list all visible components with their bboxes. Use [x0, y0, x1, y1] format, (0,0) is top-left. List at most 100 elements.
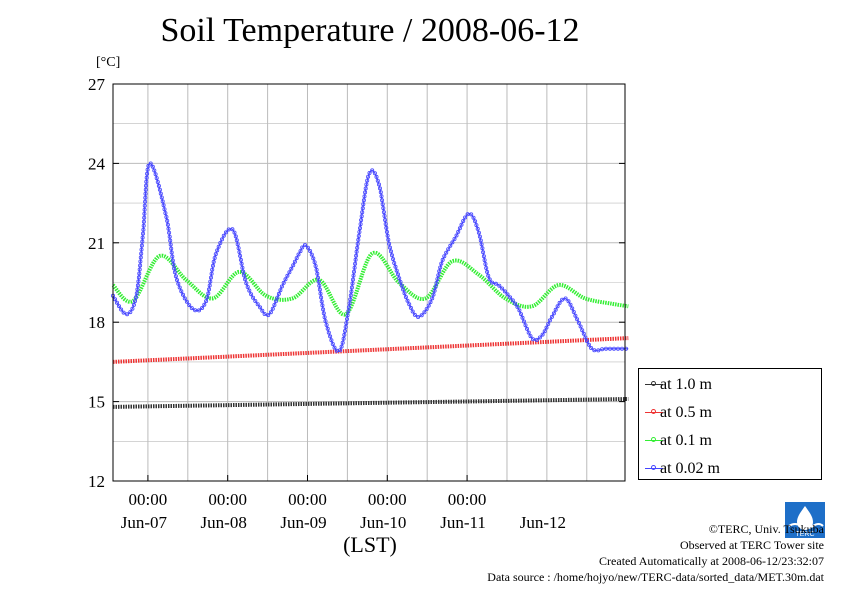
series-point: [187, 303, 192, 308]
series-point: [226, 227, 231, 232]
series-point: [612, 346, 617, 351]
series-point: [439, 261, 444, 266]
series-point: [180, 292, 185, 297]
series-point: [349, 289, 354, 294]
series-point: [452, 236, 457, 241]
series-point: [210, 263, 215, 268]
series-point: [325, 326, 330, 331]
series-point: [438, 265, 443, 270]
series-point: [485, 269, 490, 274]
series-point: [260, 308, 265, 313]
series-point: [435, 277, 440, 282]
series-point: [131, 302, 136, 307]
series-point: [486, 273, 491, 278]
series-point: [476, 230, 481, 235]
y-tick-label: 15: [88, 393, 105, 412]
x-day-label: Jun-12: [520, 513, 566, 532]
series-point: [315, 275, 320, 280]
series-point: [465, 212, 470, 217]
series-point: [172, 270, 177, 275]
series-point: [317, 283, 322, 288]
series-point: [356, 233, 361, 238]
series-point: [330, 341, 335, 346]
series-point: [115, 300, 120, 305]
series-point: [140, 239, 145, 244]
series-point: [505, 292, 510, 297]
series-point: [566, 299, 571, 304]
series-point: [430, 296, 435, 301]
series-point: [133, 295, 138, 300]
series-point: [497, 283, 502, 288]
plot-frame: [112, 83, 626, 482]
series-point: [385, 233, 390, 238]
series-point: [242, 273, 247, 278]
series-point: [351, 269, 356, 274]
series-point: [142, 215, 147, 220]
series-point: [391, 257, 396, 262]
series-point: [463, 215, 468, 220]
series-point: [276, 291, 281, 296]
series-point: [407, 302, 412, 307]
series-point: [376, 182, 381, 187]
credit-source: Data source : /home/hojyo/new/TERC-data/…: [487, 570, 824, 584]
series-point: [367, 170, 372, 175]
series-point: [141, 219, 146, 224]
legend-item: at 1.0 m: [639, 375, 821, 395]
series-point: [318, 291, 323, 296]
series-point: [557, 300, 562, 305]
series-point: [240, 265, 245, 270]
series-point: [531, 337, 536, 342]
series-point: [513, 301, 518, 306]
series-point: [193, 308, 198, 313]
series-point: [142, 211, 147, 216]
series-point: [279, 284, 284, 289]
series-point: [173, 274, 178, 279]
series-point: [294, 256, 299, 261]
series-point: [340, 340, 345, 345]
series-point: [358, 222, 363, 227]
series-point: [312, 260, 317, 265]
series-point: [571, 309, 576, 314]
series-point: [275, 295, 280, 300]
series-point: [477, 234, 482, 239]
series-point: [546, 321, 551, 326]
series-point: [483, 261, 488, 266]
series-point: [321, 311, 326, 316]
series-point: [437, 269, 442, 274]
series-point: [272, 302, 277, 307]
series-point: [528, 334, 533, 339]
series-point: [353, 261, 358, 266]
series-point: [375, 178, 380, 183]
series-point: [469, 212, 474, 217]
series-point: [490, 280, 495, 285]
series-point: [283, 277, 288, 282]
series-point: [319, 299, 324, 304]
series-point: [586, 342, 591, 347]
series-point: [393, 264, 398, 269]
series-point: [160, 199, 165, 204]
legend-label: at 1.0 m: [660, 376, 712, 393]
series-point: [270, 306, 275, 311]
series-point: [382, 213, 387, 218]
series-point: [384, 225, 389, 230]
series-point: [339, 344, 344, 349]
series-point: [223, 230, 228, 235]
series-point: [480, 246, 485, 251]
series-point: [343, 324, 348, 329]
series-point: [344, 321, 349, 326]
series-point: [515, 304, 520, 309]
series-point: [168, 242, 173, 247]
series-point: [402, 291, 407, 296]
legend-label: at 0.5 m: [660, 404, 712, 421]
series-point: [341, 336, 346, 341]
series-point: [408, 305, 413, 310]
series-point: [138, 255, 143, 260]
series-point: [553, 307, 558, 312]
legend-swatch-marker: [651, 409, 656, 414]
series-point: [324, 322, 329, 327]
series-point: [364, 182, 369, 187]
series-point: [428, 300, 433, 305]
x-day-label: Jun-10: [360, 513, 406, 532]
series-point: [189, 306, 194, 311]
series-point: [482, 258, 487, 263]
